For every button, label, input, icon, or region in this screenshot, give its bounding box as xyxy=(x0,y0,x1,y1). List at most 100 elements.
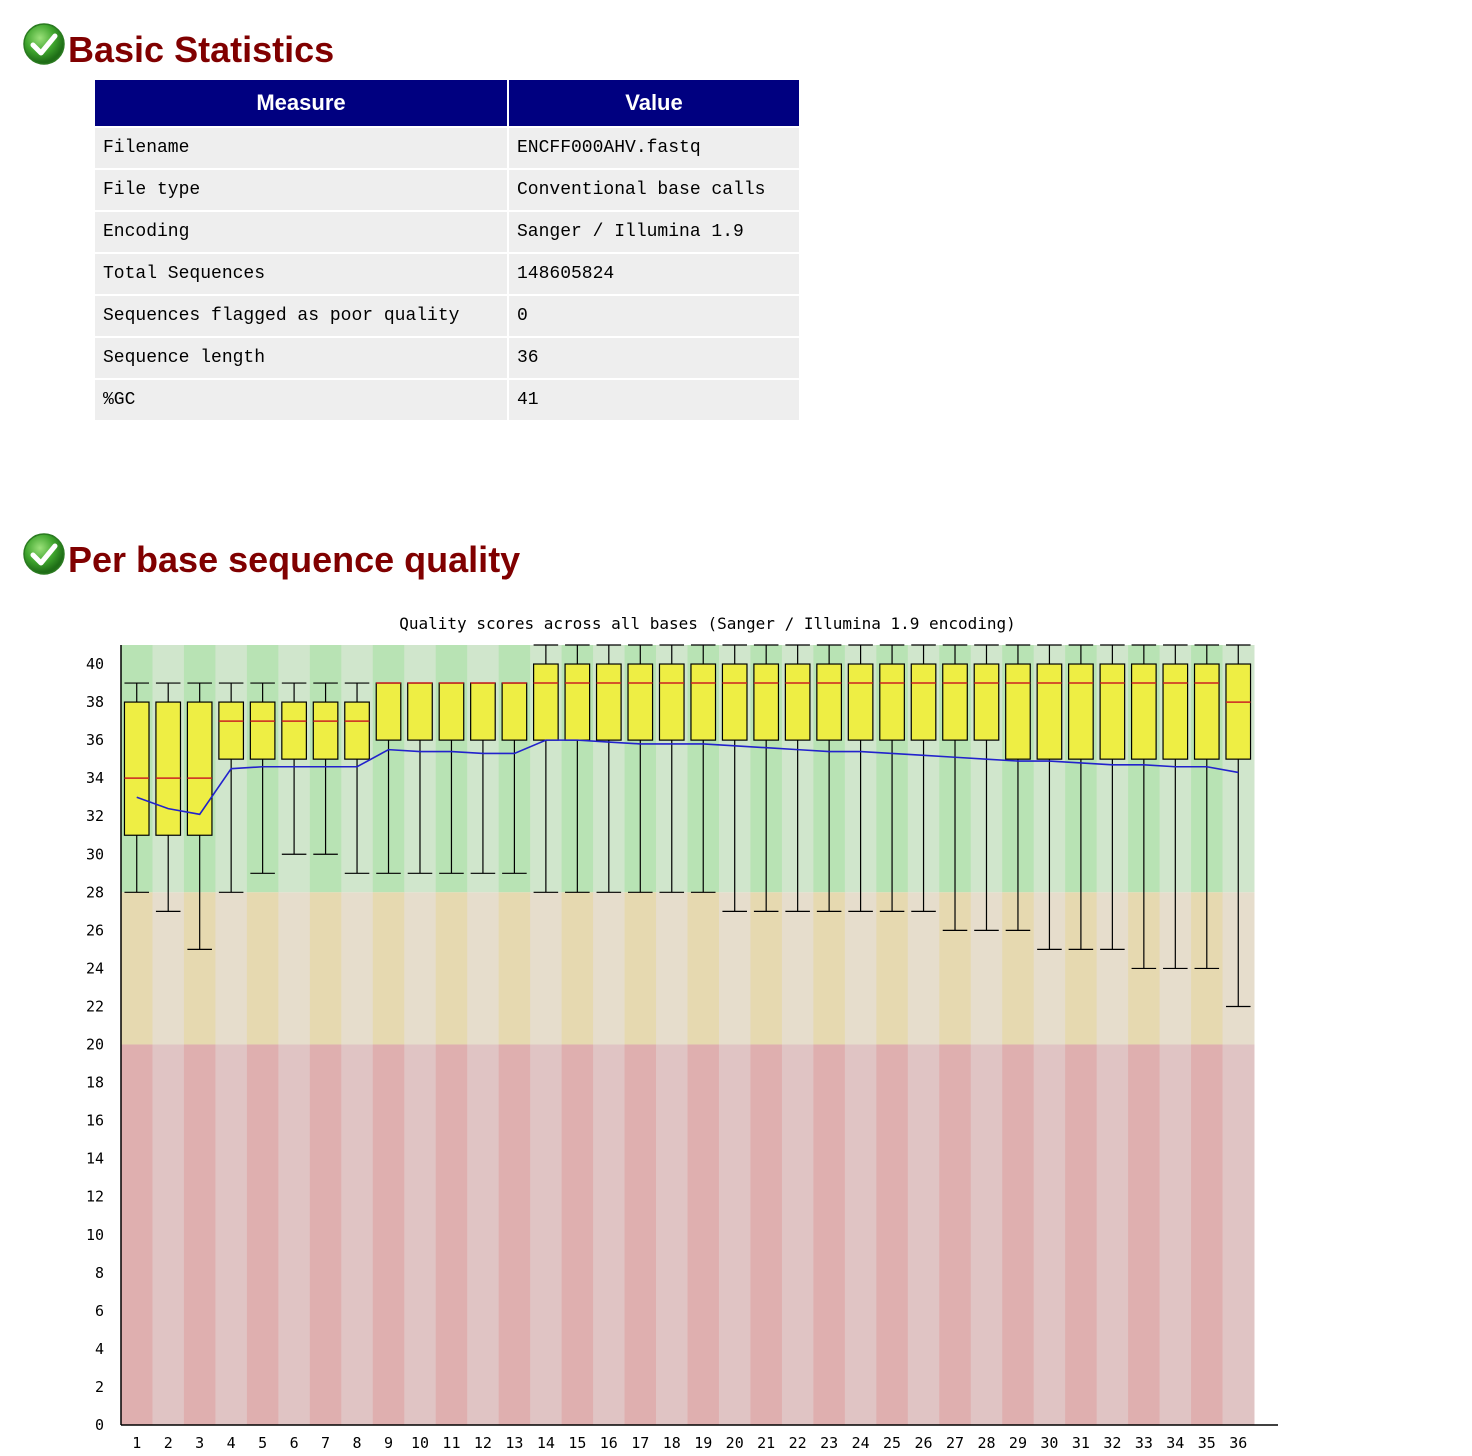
zone-bad-stripe xyxy=(1128,1044,1161,1425)
pass-check-icon xyxy=(23,533,65,575)
x-tick-label: 7 xyxy=(321,1434,330,1452)
basic-statistics-table: Measure Value Filename ENCFF000AHV.fastq… xyxy=(93,78,801,422)
zone-ok-stripe xyxy=(152,892,185,1045)
y-tick-label: 4 xyxy=(95,1340,104,1358)
value-column-header: Value xyxy=(509,80,799,126)
quartile-box xyxy=(218,701,245,760)
zone-bad-stripe xyxy=(593,1044,626,1425)
zone-ok-stripe xyxy=(750,892,783,1045)
x-tick-label: 33 xyxy=(1135,1434,1153,1452)
zone-ok-stripe xyxy=(498,892,531,1045)
x-tick-label: 3 xyxy=(195,1434,204,1452)
zone-ok-stripe xyxy=(561,892,594,1045)
y-tick-label: 10 xyxy=(86,1226,104,1244)
x-tick-label: 20 xyxy=(726,1434,744,1452)
x-tick-label: 24 xyxy=(852,1434,870,1452)
per-base-quality-title: Per base sequence quality xyxy=(68,539,521,580)
quartile-box xyxy=(595,663,622,741)
y-tick-label: 6 xyxy=(95,1302,104,1320)
x-tick-label: 28 xyxy=(977,1434,995,1452)
y-tick-label: 14 xyxy=(86,1150,104,1168)
quartile-box xyxy=(1099,663,1126,760)
quality-chart-container: Quality scores across all bases (Sanger … xyxy=(0,600,1472,1456)
zone-ok-stripe xyxy=(656,892,688,1045)
zone-bad-stripe xyxy=(341,1044,374,1425)
y-tick-label: 8 xyxy=(95,1264,104,1282)
zone-bad-stripe xyxy=(844,1044,877,1425)
quartile-box xyxy=(1068,663,1094,760)
measure-cell: File type xyxy=(95,170,507,210)
quartile-box xyxy=(816,663,842,741)
zone-bad-stripe xyxy=(530,1044,563,1425)
quartile-box xyxy=(627,663,654,741)
quartile-box xyxy=(1225,663,1252,760)
zone-bad-stripe xyxy=(278,1044,311,1425)
zone-bad-stripe xyxy=(750,1044,783,1425)
quartile-box xyxy=(910,663,937,741)
y-tick-label: 22 xyxy=(86,997,104,1015)
zone-bad-stripe xyxy=(718,1044,751,1425)
zone-ok-stripe xyxy=(876,892,909,1045)
quartile-box xyxy=(721,663,748,741)
x-tick-label: 12 xyxy=(474,1434,492,1452)
measure-cell: Encoding xyxy=(95,212,507,252)
x-tick-label: 6 xyxy=(290,1434,299,1452)
y-tick-label: 0 xyxy=(95,1416,104,1434)
table-header-row: Measure Value xyxy=(95,80,799,126)
y-tick-label: 40 xyxy=(86,655,104,673)
y-tick-label: 16 xyxy=(86,1112,104,1130)
value-cell: 41 xyxy=(509,380,799,420)
x-tick-label: 30 xyxy=(1040,1434,1058,1452)
value-cell: Conventional base calls xyxy=(509,170,799,210)
quartile-box xyxy=(123,701,150,836)
zone-ok-stripe xyxy=(907,892,940,1045)
y-tick-label: 24 xyxy=(86,959,104,977)
x-tick-label: 15 xyxy=(568,1434,586,1452)
zone-bad-stripe xyxy=(1033,1044,1066,1425)
value-cell: ENCFF000AHV.fastq xyxy=(509,128,799,168)
quartile-box xyxy=(1130,663,1157,760)
zone-bad-stripe xyxy=(372,1044,405,1425)
quartile-box xyxy=(1162,663,1189,760)
y-tick-label: 26 xyxy=(86,921,104,939)
quartile-box xyxy=(753,663,780,741)
x-tick-label: 4 xyxy=(227,1434,236,1452)
zone-bad-stripe xyxy=(939,1044,972,1425)
x-tick-label: 23 xyxy=(820,1434,838,1452)
y-tick-label: 18 xyxy=(86,1074,104,1092)
quartile-box xyxy=(690,663,717,741)
measure-cell: Sequence length xyxy=(95,338,507,378)
zone-bad-stripe xyxy=(656,1044,688,1425)
zone-ok-stripe xyxy=(341,892,374,1045)
zone-ok-stripe xyxy=(404,892,437,1045)
x-tick-label: 26 xyxy=(915,1434,933,1452)
quartile-box xyxy=(501,682,528,741)
zone-bad-stripe xyxy=(1096,1044,1129,1425)
quartile-box xyxy=(281,701,307,760)
value-cell: Sanger / Illumina 1.9 xyxy=(509,212,799,252)
zone-ok-stripe xyxy=(215,892,248,1045)
x-tick-label: 11 xyxy=(442,1434,460,1452)
zone-bad-stripe xyxy=(467,1044,500,1425)
zone-ok-stripe xyxy=(718,892,751,1045)
zone-bad-stripe xyxy=(1159,1044,1192,1425)
zone-bad-stripe xyxy=(813,1044,846,1425)
y-tick-label: 32 xyxy=(86,807,104,825)
x-tick-label: 18 xyxy=(663,1434,681,1452)
x-tick-label: 21 xyxy=(757,1434,775,1452)
per-base-quality-heading: Per base sequence quality xyxy=(22,532,520,580)
zone-bad-stripe xyxy=(1222,1044,1255,1425)
value-cell: 0 xyxy=(509,296,799,336)
y-tick-label: 38 xyxy=(86,693,104,711)
x-tick-label: 5 xyxy=(258,1434,267,1452)
y-tick-label: 30 xyxy=(86,845,104,863)
quartile-box xyxy=(438,682,465,741)
zone-ok-stripe xyxy=(813,892,846,1045)
x-tick-label: 27 xyxy=(946,1434,964,1452)
zone-bad-stripe xyxy=(121,1044,153,1425)
x-tick-label: 19 xyxy=(694,1434,712,1452)
zone-ok-stripe xyxy=(278,892,311,1045)
x-tick-label: 10 xyxy=(411,1434,429,1452)
basic-statistics-heading: Basic Statistics xyxy=(22,22,334,70)
zone-ok-stripe xyxy=(246,892,279,1045)
